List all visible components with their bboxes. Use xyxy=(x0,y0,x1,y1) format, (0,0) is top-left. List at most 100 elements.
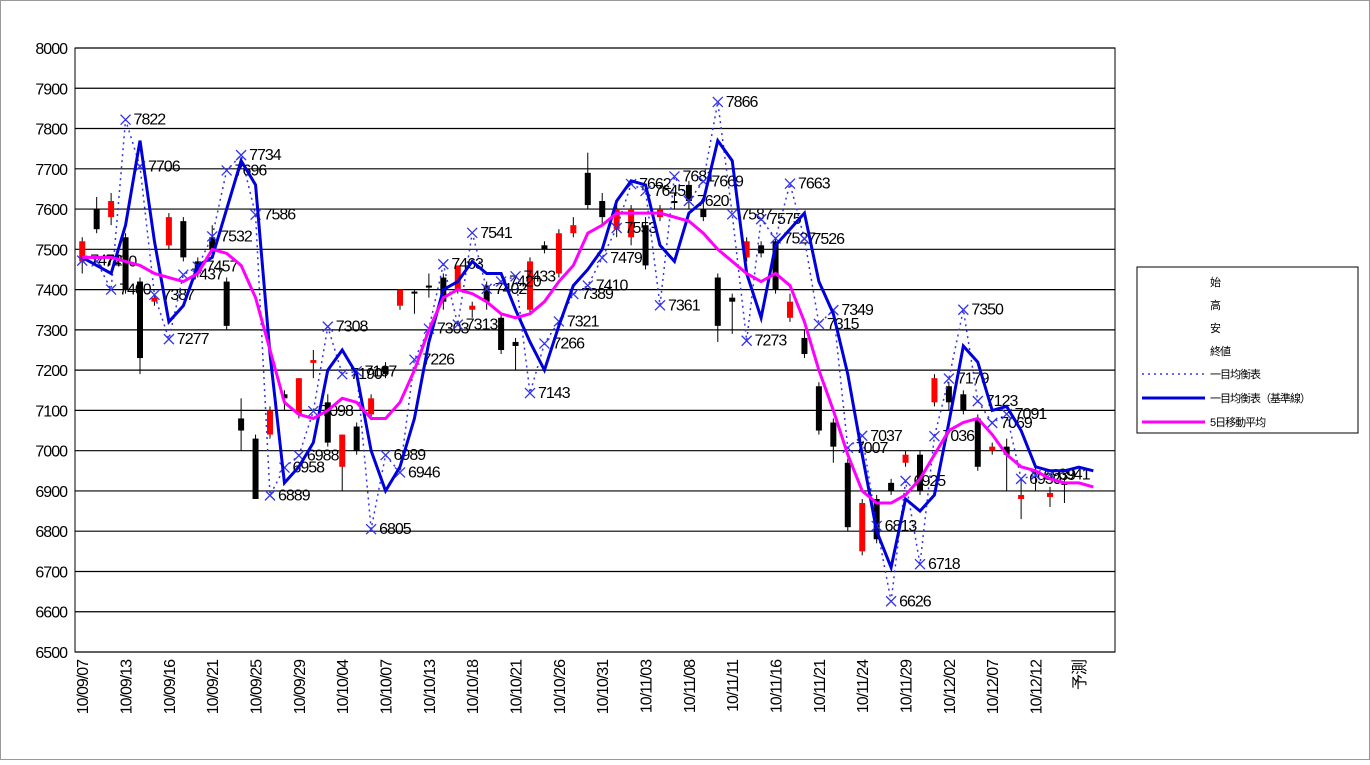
data-label: 7669 xyxy=(711,173,744,190)
x-marker xyxy=(1015,473,1027,485)
candle-body xyxy=(613,209,620,230)
candle-body xyxy=(324,402,331,443)
x-marker xyxy=(582,280,594,292)
x-marker xyxy=(683,195,695,207)
y-tick-label: 7400 xyxy=(35,283,68,300)
candle-body xyxy=(295,378,302,415)
legend-label: 終値 xyxy=(1210,344,1231,358)
candle-body xyxy=(93,209,100,230)
y-tick-label: 6700 xyxy=(35,564,68,581)
y-tick-label: 6600 xyxy=(35,605,68,622)
y-tick-label: 6500 xyxy=(35,645,68,662)
legend-label: 一目均衡表 xyxy=(1210,367,1261,381)
candle-body xyxy=(584,172,591,206)
data-label: 7273 xyxy=(755,333,788,350)
x-marker xyxy=(986,417,998,429)
candle-body xyxy=(223,281,230,326)
candle-body xyxy=(685,184,692,202)
x-marker xyxy=(163,333,175,345)
x-marker xyxy=(264,489,276,501)
x-marker xyxy=(510,270,522,282)
candle-body xyxy=(830,422,837,447)
candle-body xyxy=(555,233,562,274)
candle-body xyxy=(209,237,216,250)
y-tick-label: 7000 xyxy=(35,444,68,461)
candle-body xyxy=(570,225,577,234)
x-tick-label: 10/09/07 xyxy=(75,659,92,714)
data-label: 6988 xyxy=(307,447,340,464)
candle-body xyxy=(483,285,490,302)
x-marker xyxy=(235,149,247,161)
x-marker xyxy=(365,523,377,535)
candle-body xyxy=(541,245,548,250)
x-marker xyxy=(322,321,334,333)
x-tick-label: 10/09/29 xyxy=(292,659,309,714)
data-label: 7400 xyxy=(119,282,152,299)
series-line xyxy=(82,211,1094,505)
x-marker xyxy=(307,405,319,417)
candle-body xyxy=(425,285,432,288)
candle-body xyxy=(1047,492,1053,497)
data-label: 7586 xyxy=(264,207,297,224)
data-label: 7532 xyxy=(220,228,253,245)
candle-body xyxy=(512,341,519,346)
x-tick-label: 10/10/13 xyxy=(422,659,439,714)
data-label: 7197 xyxy=(365,363,398,380)
x-marker xyxy=(611,222,623,234)
x-marker xyxy=(452,319,464,331)
y-tick-label: 7200 xyxy=(35,363,68,380)
x-tick-label: 10/10/04 xyxy=(335,659,352,714)
x-marker xyxy=(437,258,449,270)
x-marker xyxy=(741,335,753,347)
data-label: 7389 xyxy=(581,286,614,303)
x-marker xyxy=(466,227,478,239)
candle-body xyxy=(368,398,375,415)
x-marker xyxy=(972,395,984,407)
x-marker xyxy=(813,318,825,330)
data-label: 7457 xyxy=(206,259,239,276)
candle-body xyxy=(772,241,779,290)
data-label: 6989 xyxy=(394,447,427,464)
data-label: 7037 xyxy=(870,428,903,445)
data-label: 7553 xyxy=(625,220,658,237)
candle-body xyxy=(151,297,158,302)
candle-body xyxy=(917,454,923,491)
x-tick-label: 10/09/25 xyxy=(249,659,266,714)
candle-body xyxy=(642,225,649,266)
y-tick-label: 7900 xyxy=(35,81,68,98)
y-tick-label: 7300 xyxy=(35,323,68,340)
candle-body xyxy=(353,426,360,451)
candle-body xyxy=(108,201,115,218)
x-marker xyxy=(957,304,969,316)
candle-body xyxy=(79,241,86,262)
data-label: 7463 xyxy=(451,256,484,273)
x-marker xyxy=(538,338,550,350)
x-tick-label: 10/11/11 xyxy=(725,659,742,712)
y-tick-label: 6900 xyxy=(35,484,68,501)
x-marker xyxy=(668,170,680,182)
data-label: 7266 xyxy=(552,336,585,353)
x-tick-label: 10/09/16 xyxy=(162,659,179,714)
x-marker xyxy=(943,373,955,385)
x-marker xyxy=(755,213,767,225)
candle-body xyxy=(1018,494,1025,499)
legend-label: 高 xyxy=(1210,298,1221,312)
x-tick-label: 10/12/12 xyxy=(1029,659,1046,714)
candle-body xyxy=(339,434,346,467)
candle-body xyxy=(960,394,967,411)
data-label: 6805 xyxy=(379,521,412,538)
x-tick-label: 10/10/21 xyxy=(509,659,526,714)
legend-box xyxy=(1136,266,1359,434)
candle-body xyxy=(411,291,418,294)
data-label: 7123 xyxy=(986,393,1019,410)
data-label: 7433 xyxy=(524,268,557,285)
data-label: 7526 xyxy=(812,231,845,248)
x-tick-label: 10/11/21 xyxy=(812,659,829,713)
candle-body xyxy=(989,446,996,451)
data-label: 6813 xyxy=(885,518,918,535)
data-label: 7091 xyxy=(1015,406,1048,423)
x-tick-label: 10/11/03 xyxy=(639,659,656,713)
candle-body xyxy=(180,221,187,258)
candle-body xyxy=(801,337,808,355)
